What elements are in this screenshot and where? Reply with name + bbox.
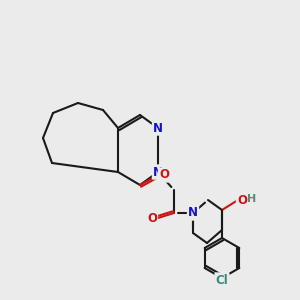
Text: N: N (188, 206, 198, 220)
Text: Cl: Cl (216, 274, 228, 286)
Text: O: O (237, 194, 247, 206)
Text: H: H (248, 194, 256, 204)
Text: O: O (147, 212, 157, 224)
Text: O: O (159, 169, 169, 182)
Text: N: N (153, 122, 163, 134)
Text: N: N (153, 166, 163, 178)
